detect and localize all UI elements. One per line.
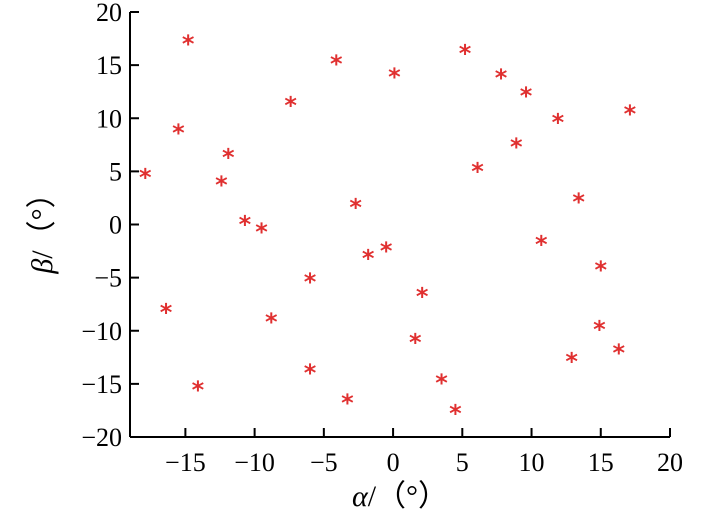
data-point: * (565, 348, 578, 376)
y-axis-title: β/（°） (26, 178, 59, 274)
y-tick-label: −15 (81, 370, 122, 399)
data-point: * (284, 91, 297, 119)
x-tick-label: −10 (234, 448, 275, 477)
x-axis-unit: /（°） (368, 480, 448, 513)
data-point: * (594, 256, 607, 284)
data-point: * (139, 164, 152, 192)
x-tick-label: −15 (165, 448, 206, 477)
data-point: * (172, 119, 185, 147)
y-axis-ticks: −20 −15 −10 −5 0 5 10 15 20 (81, 0, 139, 452)
data-point: * (471, 157, 484, 185)
x-axis-symbol: α (352, 480, 369, 513)
y-axis-symbol: β (26, 259, 59, 275)
data-point: * (593, 316, 606, 344)
data-point: * (624, 100, 637, 128)
y-tick-label: −10 (81, 317, 122, 346)
y-tick-label: 20 (96, 0, 122, 27)
data-point: * (215, 171, 228, 199)
data-point: * (572, 188, 585, 216)
data-point: * (349, 193, 362, 221)
data-point: * (552, 108, 565, 136)
data-point: * (510, 133, 523, 161)
data-point: * (239, 210, 252, 238)
data-point: * (409, 328, 422, 356)
x-axis-ticks: −15 −10 −5 0 5 10 15 20 (165, 428, 683, 477)
x-tick-label: 10 (519, 448, 545, 477)
data-point: * (330, 50, 343, 78)
data-point: * (435, 369, 448, 397)
x-tick-label: 0 (387, 448, 400, 477)
y-tick-label: 5 (109, 157, 122, 186)
y-tick-label: 15 (96, 51, 122, 80)
data-point: * (416, 283, 429, 311)
data-point: * (449, 400, 462, 428)
data-point: * (341, 389, 354, 417)
data-point: * (380, 237, 393, 265)
x-tick-label: 20 (657, 448, 683, 477)
y-axis-unit: /（°） (26, 178, 59, 258)
data-point: * (255, 218, 268, 246)
data-point: * (160, 299, 173, 327)
x-axis-title: α/（°） (352, 480, 448, 513)
data-point: * (182, 30, 195, 58)
data-point: * (388, 63, 401, 91)
data-point: * (304, 268, 317, 296)
y-tick-label: −20 (81, 423, 122, 452)
x-tick-label: 15 (588, 448, 614, 477)
data-point: * (495, 64, 508, 92)
data-point: * (520, 82, 533, 110)
x-tick-label: −5 (310, 448, 338, 477)
data-point: * (459, 39, 472, 67)
data-point: * (222, 144, 235, 172)
x-tick-label: 5 (456, 448, 469, 477)
y-tick-label: 10 (96, 104, 122, 133)
data-point: * (265, 308, 278, 336)
data-point: * (362, 244, 375, 272)
data-points: ** ***** ***** ****** *** ***** * ** *** ** * * (139, 30, 637, 428)
data-point: * (192, 376, 205, 404)
y-tick-label: 0 (109, 211, 122, 240)
y-tick-label: −5 (94, 264, 122, 293)
data-point: * (535, 231, 548, 259)
data-point: * (304, 359, 317, 387)
data-point: * (612, 339, 625, 367)
